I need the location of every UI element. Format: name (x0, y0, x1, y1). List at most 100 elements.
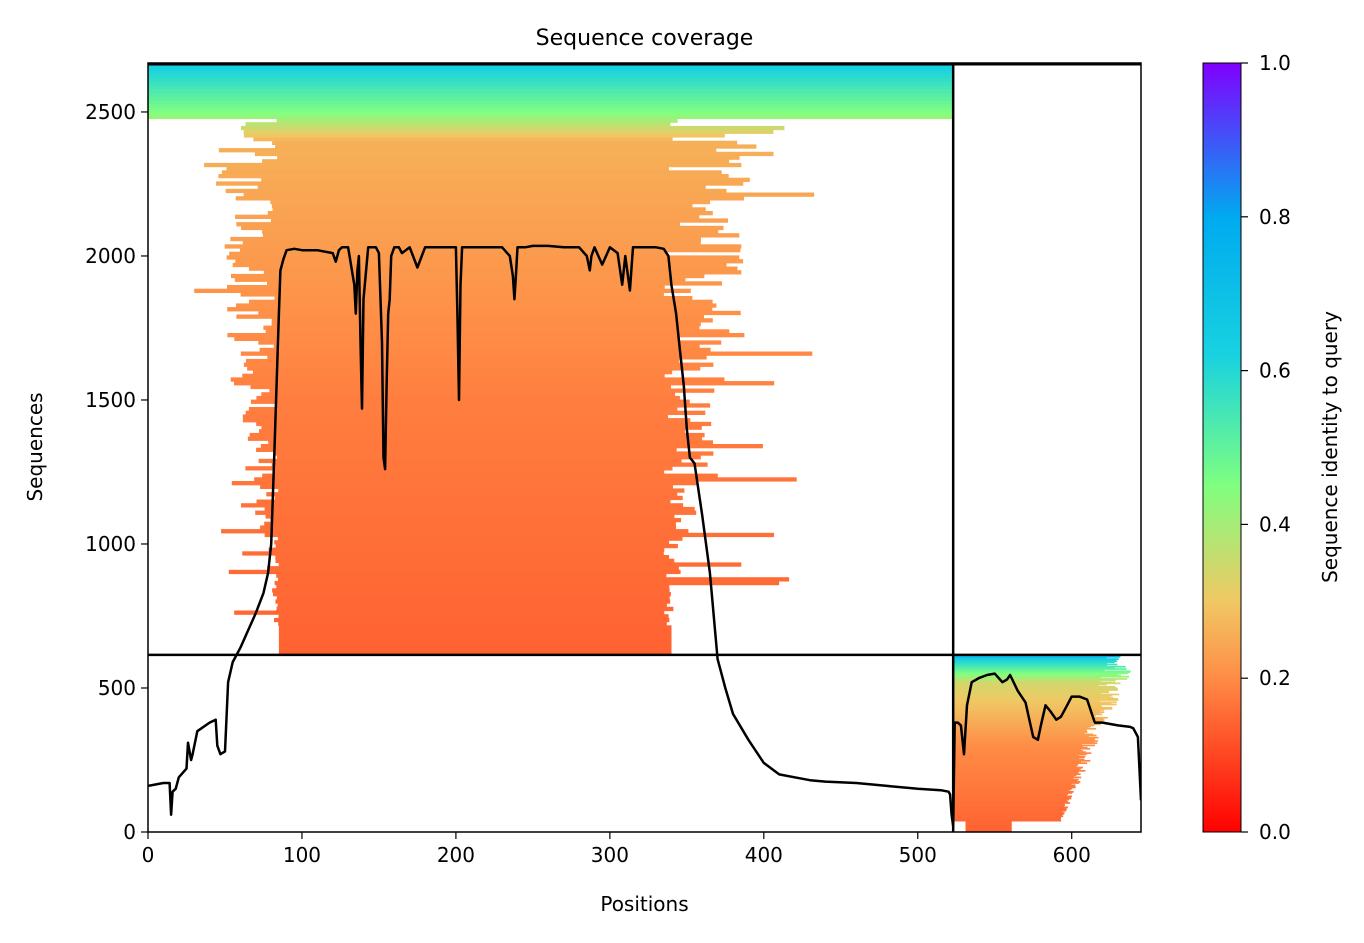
colorbar-tick-label: 0.2 (1259, 666, 1291, 690)
heat-band (148, 70, 954, 75)
heat-band (953, 727, 1097, 730)
heat-band (953, 688, 1118, 690)
heat-band (248, 266, 738, 271)
heat-band (227, 307, 713, 312)
x-tick-label: 100 (283, 843, 321, 867)
heat-band (953, 725, 1092, 728)
heat-band (250, 399, 690, 404)
heat-band (275, 144, 757, 149)
heat-band (953, 689, 1118, 691)
heat-band (965, 829, 1012, 832)
heat-band (267, 211, 713, 216)
x-axis-ticks: 0 100 200 300 400 500 600 (142, 832, 1091, 867)
heat-band (953, 693, 1120, 696)
heat-band (953, 773, 1081, 775)
heat-band (230, 236, 702, 242)
heat-band (953, 724, 1095, 727)
heat-band (953, 805, 1065, 808)
heat-band (953, 720, 1104, 722)
heat-band (264, 506, 695, 512)
heat-band (953, 690, 1109, 692)
heat-band (953, 664, 1107, 667)
heat-band (953, 671, 1130, 674)
heat-band (270, 518, 682, 523)
heat-band (953, 706, 1113, 709)
block-1 (148, 63, 954, 656)
heat-band (953, 677, 1101, 679)
heat-band (262, 229, 719, 234)
heat-band (278, 614, 669, 619)
y-tick-label: 0 (123, 820, 136, 844)
heat-band (247, 436, 703, 441)
heat-band (228, 569, 681, 575)
heat-band (953, 729, 1087, 731)
y-tick-label: 1000 (85, 532, 136, 556)
heat-band (277, 536, 683, 541)
heat-band (261, 392, 676, 397)
heat-band (953, 745, 1083, 748)
heat-band (266, 492, 678, 497)
heat-band (953, 657, 1107, 659)
heat-band (267, 566, 679, 571)
heat-band (270, 218, 728, 223)
heat-band (953, 762, 1088, 764)
heat-band (953, 766, 1083, 769)
heat-band (953, 692, 1101, 695)
heat-band (276, 595, 670, 600)
heat-band (231, 481, 697, 486)
heat-band (194, 288, 691, 293)
heat-band (260, 484, 673, 489)
heat-band (216, 181, 744, 186)
heat-band (953, 803, 1065, 805)
heat-band (953, 681, 1116, 684)
heat-band (953, 752, 1092, 754)
heat-band (953, 675, 1130, 678)
heat-band (267, 281, 722, 286)
heat-band (148, 114, 954, 120)
heat-band (953, 701, 1117, 704)
heat-band (262, 473, 718, 478)
heat-band (229, 251, 668, 256)
heat-band (953, 751, 1086, 753)
heat-band (278, 636, 672, 641)
heat-band (953, 796, 1071, 799)
heat-band (235, 259, 744, 264)
heat-band (953, 685, 1115, 688)
heat-band (953, 742, 1098, 744)
heat-band (953, 673, 1118, 676)
heat-band (953, 817, 1061, 820)
heat-band (953, 695, 1110, 698)
heat-band (236, 314, 704, 319)
y-tick-label: 1500 (85, 388, 136, 412)
heat-band (254, 477, 797, 482)
colorbar-label: Sequence identity to query (1318, 311, 1342, 583)
heat-band (953, 684, 1099, 687)
heat-band (253, 137, 673, 142)
chain-break-lines (148, 62, 1141, 832)
heat-band (953, 683, 1107, 686)
heat-band (953, 721, 1093, 723)
heat-band (278, 643, 672, 649)
heat-band (232, 262, 727, 268)
heat-band (953, 668, 1127, 670)
heat-band (262, 233, 740, 238)
heat-band (953, 656, 1120, 658)
heat-band (274, 580, 780, 586)
heat-band (271, 321, 701, 327)
heat-band (953, 691, 1110, 694)
heat-band (953, 784, 1076, 787)
heat-band (953, 804, 1065, 806)
heat-band (221, 170, 722, 175)
heat-band (953, 802, 1071, 804)
heat-band (953, 670, 1131, 673)
heat-band (268, 440, 713, 445)
heat-band (148, 96, 954, 101)
heat-band (278, 647, 672, 652)
heat-band (148, 103, 954, 108)
y-axis-ticks: 0 500 1000 1500 2000 2500 (85, 100, 148, 844)
heat-band (278, 621, 667, 626)
heat-band (953, 741, 1095, 743)
heat-band (258, 458, 682, 464)
heat-band (148, 77, 954, 83)
heat-band (275, 543, 678, 549)
